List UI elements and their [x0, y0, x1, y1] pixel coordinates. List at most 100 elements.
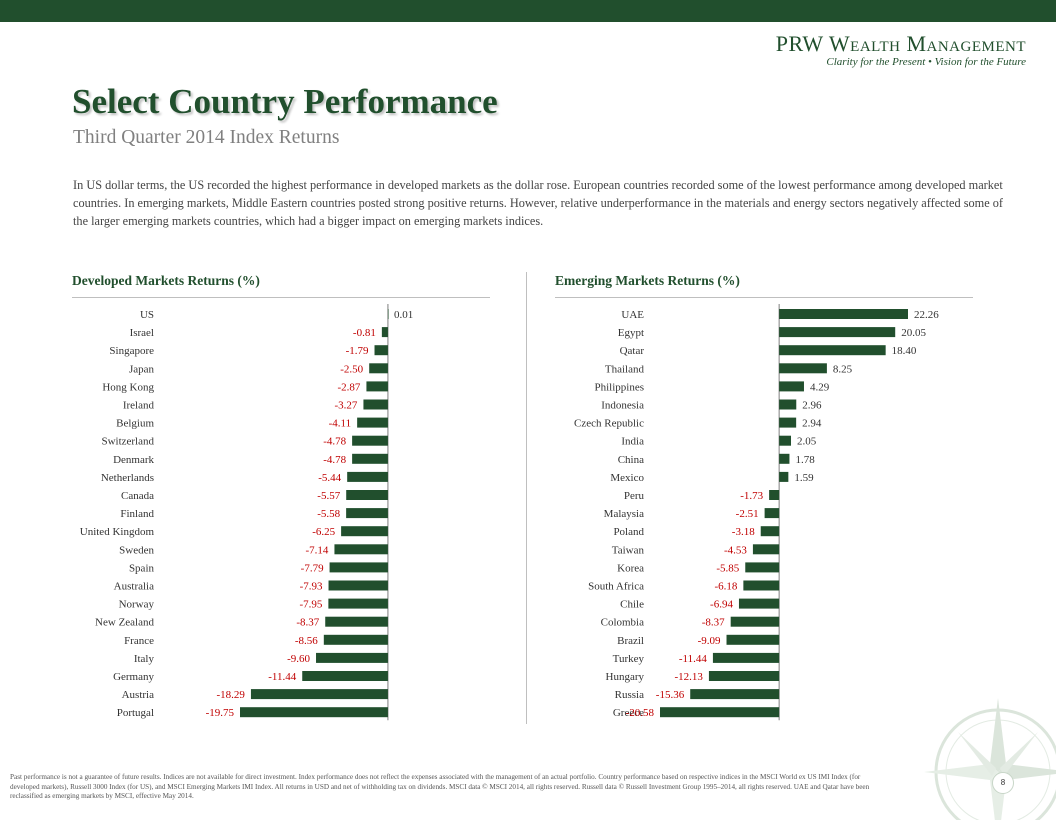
- emerging-china-bar: [779, 453, 790, 464]
- emerging-indonesia-value-label: 2.96: [802, 400, 822, 412]
- emerging-turkey-category-label: Turkey: [613, 653, 645, 665]
- developed-netherlands-value-label: -5.44: [318, 472, 341, 484]
- emerging-egypt-category-label: Egypt: [618, 327, 644, 339]
- developed-sweden-category-label: Sweden: [119, 544, 154, 556]
- developed-switzerland-bar: [352, 435, 388, 446]
- emerging-brazil-category-label: Brazil: [617, 635, 644, 647]
- developed-japan-value-label: -2.50: [340, 363, 363, 375]
- developed-australia-category-label: Australia: [114, 581, 154, 593]
- emerging-hungary-bar: [708, 671, 780, 681]
- developed-singapore-value-label: -1.79: [346, 345, 369, 357]
- developed-canada-category-label: Canada: [121, 490, 154, 502]
- developed-finland-category-label: Finland: [120, 508, 154, 520]
- developed-sweden-bar: [334, 544, 388, 555]
- developed-united-kingdom-value-label: -6.25: [312, 526, 335, 538]
- emerging-czech-republic-bar: [779, 417, 797, 428]
- emerging-title-rule: [555, 297, 973, 298]
- emerging-chart-title: Emerging Markets Returns (%): [555, 273, 740, 288]
- emerging-uae-bar: [779, 309, 908, 319]
- emerging-hungary-value-label: -12.13: [674, 671, 703, 683]
- emerging-south-africa-bar: [743, 580, 780, 591]
- developed-singapore-bar: [374, 345, 388, 356]
- emerging-korea-category-label: Korea: [617, 562, 644, 574]
- page-number: 8: [992, 772, 1014, 794]
- footnote-disclaimer: Past performance is not a guarantee of f…: [10, 773, 870, 800]
- emerging-taiwan-category-label: Taiwan: [612, 544, 645, 556]
- developed-chart-title: Developed Markets Returns (%): [72, 273, 260, 288]
- emerging-uae-category-label: UAE: [621, 309, 644, 321]
- emerging-india-value-label: 2.05: [797, 436, 817, 448]
- page-title: Select Country Performance: [72, 82, 498, 121]
- emerging-peru-value-label: -1.73: [740, 490, 763, 502]
- developed-canada-bar: [346, 490, 388, 500]
- developed-italy-category-label: Italy: [134, 653, 155, 665]
- developed-italy-value-label: -9.60: [287, 653, 310, 665]
- developed-spain-bar: [329, 562, 388, 573]
- developed-netherlands-bar: [347, 471, 388, 482]
- emerging-greece-category-label: Greece: [613, 707, 644, 719]
- emerging-south-africa-value-label: -6.18: [714, 581, 737, 593]
- developed-switzerland-category-label: Switzerland: [101, 436, 154, 448]
- developed-norway-bar: [328, 598, 388, 609]
- emerging-czech-republic-category-label: Czech Republic: [574, 418, 644, 430]
- developed-hong-kong-value-label: -2.87: [338, 381, 361, 393]
- developed-austria-value-label: -18.29: [217, 689, 246, 701]
- emerging-greece-value-label: -20.58: [626, 707, 655, 719]
- emerging-egypt-value-label: 20.05: [901, 327, 926, 339]
- emerging-chile-category-label: Chile: [620, 599, 644, 611]
- intro-paragraph: In US dollar terms, the US recorded the …: [73, 178, 1004, 228]
- developed-new-zealand-value-label: -8.37: [296, 617, 319, 629]
- emerging-brazil-bar: [726, 634, 780, 645]
- emerging-poland-value-label: -3.18: [732, 526, 755, 538]
- emerging-thailand-category-label: Thailand: [605, 363, 645, 375]
- emerging-peru-bar: [769, 490, 780, 500]
- developed-france-value-label: -8.56: [295, 635, 318, 647]
- developed-israel-bar: [381, 327, 388, 338]
- emerging-malaysia-bar: [764, 508, 780, 519]
- developed-title-rule: [72, 297, 490, 298]
- developed-japan-bar: [369, 363, 388, 374]
- emerging-peru-category-label: Peru: [624, 490, 645, 502]
- emerging-mexico-category-label: Mexico: [610, 472, 644, 484]
- compass-rose-icon: [924, 698, 1056, 820]
- emerging-china-value-label: 1.78: [795, 454, 815, 466]
- developed-germany-bar: [302, 671, 388, 681]
- developed-canada-value-label: -5.57: [317, 490, 340, 502]
- developed-denmark-category-label: Denmark: [113, 454, 154, 466]
- developed-norway-category-label: Norway: [119, 599, 155, 611]
- emerging-korea-bar: [745, 562, 780, 573]
- emerging-poland-category-label: Poland: [613, 526, 644, 538]
- developed-sweden-value-label: -7.14: [306, 544, 329, 556]
- developed-norway-value-label: -7.95: [299, 599, 322, 611]
- emerging-taiwan-bar: [752, 544, 780, 555]
- developed-us-bar: [387, 309, 389, 319]
- brand-logo: PRW Wealth Management Clarity for the Pr…: [776, 32, 1026, 69]
- emerging-uae-value-label: 22.26: [914, 309, 939, 321]
- developed-ireland-value-label: -3.27: [335, 400, 358, 412]
- developed-united-kingdom-category-label: United Kingdom: [80, 526, 155, 538]
- developed-netherlands-category-label: Netherlands: [101, 472, 154, 484]
- emerging-china-category-label: China: [618, 454, 644, 466]
- developed-ireland-bar: [363, 399, 388, 410]
- emerging-colombia-category-label: Colombia: [601, 617, 645, 629]
- emerging-malaysia-value-label: -2.51: [736, 508, 759, 520]
- emerging-qatar-category-label: Qatar: [620, 345, 645, 357]
- developed-new-zealand-bar: [325, 616, 388, 627]
- emerging-philippines-bar: [779, 381, 804, 392]
- developed-france-bar: [323, 634, 388, 645]
- developed-israel-category-label: Israel: [130, 327, 154, 339]
- developed-spain-value-label: -7.79: [301, 562, 324, 574]
- emerging-poland-bar: [760, 526, 780, 537]
- emerging-taiwan-value-label: -4.53: [724, 544, 747, 556]
- developed-portugal-value-label: -19.75: [206, 707, 235, 719]
- emerging-greece-bar: [660, 707, 780, 718]
- emerging-thailand-value-label: 8.25: [833, 363, 853, 375]
- developed-us-value-label: 0.01: [394, 309, 413, 321]
- developed-japan-category-label: Japan: [129, 363, 155, 375]
- page-subtitle: Third Quarter 2014 Index Returns: [73, 127, 340, 148]
- developed-denmark-value-label: -4.78: [323, 454, 346, 466]
- emerging-colombia-bar: [730, 616, 780, 627]
- developed-markets-chart: US 0.01 Israel -0.81 Singapore -1.79 Japan -2.5…: [80, 304, 413, 721]
- emerging-egypt-bar: [779, 327, 896, 338]
- emerging-india-bar: [779, 435, 792, 446]
